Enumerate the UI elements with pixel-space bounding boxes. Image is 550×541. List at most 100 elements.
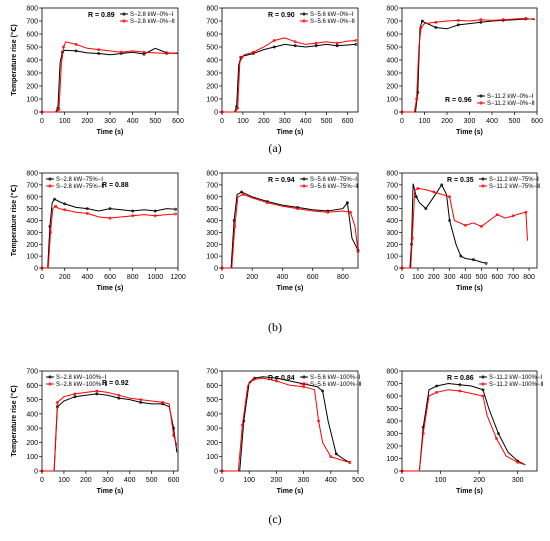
x-tick-label: 200 — [246, 274, 258, 281]
x-tick-label: 0 — [40, 118, 44, 125]
x-tick-label: 600 — [168, 477, 180, 484]
series-point-1 — [479, 20, 483, 24]
x-tick-label: 100 — [435, 477, 447, 484]
y-tick-label: 500 — [206, 45, 218, 52]
series-point-2 — [236, 106, 240, 110]
legend: S−2.8 kW−100%−ⅠS−2.8 kW−100%−Ⅱ — [46, 375, 108, 388]
y-tick-label: 400 — [26, 218, 38, 225]
plot-frame — [401, 7, 538, 113]
series-point-2 — [501, 18, 505, 22]
legend-marker — [302, 12, 306, 16]
series-point-2 — [434, 20, 438, 24]
x-tick-label: 200 — [59, 274, 71, 281]
y-tick-label: 500 — [386, 406, 398, 413]
legend-marker — [302, 382, 306, 386]
y-tick-label: 600 — [386, 194, 398, 201]
x-tick-label: 400 — [300, 118, 312, 125]
y-tick-label: 400 — [26, 58, 38, 65]
series-point-2 — [326, 210, 330, 214]
y-tick-label: 500 — [26, 397, 38, 404]
x-tick-label: 300 — [464, 118, 476, 125]
plot-frame — [401, 172, 538, 269]
correlation-label: R = 0.88 — [102, 182, 129, 189]
x-axis-label: Time (s) — [456, 129, 483, 136]
series-line-1 — [42, 47, 179, 113]
x-axis-label: Time (s) — [277, 285, 304, 292]
y-tick-label: 200 — [206, 440, 218, 447]
series-line-2 — [402, 389, 526, 472]
series-line-1 — [222, 43, 356, 113]
series-point-2 — [416, 186, 420, 190]
plot-frame — [41, 7, 179, 113]
x-tick-label: 1200 — [170, 274, 186, 281]
series-line-1 — [42, 393, 178, 472]
y-tick-label: 700 — [386, 19, 398, 26]
series-point-2 — [274, 379, 278, 383]
legend: S−2.8 kW−75%−ⅠS−2.8 kW−75%−Ⅱ — [46, 177, 104, 190]
y-tick-label: 200 — [386, 444, 398, 451]
series-point-2 — [511, 214, 515, 218]
series-point-1 — [420, 19, 424, 23]
chart-panel-2: 0 100 200 300 400 500 600 0 100 200 300 400 500 600 70… — [206, 6, 359, 136]
x-tick-label: 200 — [80, 477, 92, 484]
x-tick-label: 0 — [220, 477, 224, 484]
series-point-1 — [424, 207, 428, 211]
series-point-2 — [524, 16, 528, 20]
legend-marker — [302, 19, 306, 23]
x-tick-label: 800 — [337, 274, 349, 281]
series-point-1 — [435, 384, 439, 388]
x-tick-label: 800 — [523, 274, 535, 281]
x-tick-label: 800 — [127, 274, 139, 281]
series-point-2 — [348, 460, 352, 464]
series-point-2 — [119, 50, 123, 54]
series-point-2 — [62, 45, 65, 49]
correlation-label: R = 0.90 — [268, 12, 295, 19]
series-point-2 — [335, 41, 339, 45]
x-tick-label: 100 — [58, 477, 70, 484]
x-tick-label: 200 — [473, 477, 485, 484]
series-point-1 — [74, 49, 78, 53]
x-tick-label: 300 — [104, 118, 116, 125]
y-tick-label: 700 — [386, 182, 398, 189]
legend-marker — [479, 94, 483, 98]
x-tick-label: 400 — [486, 118, 498, 125]
y-tick-label: 200 — [386, 84, 398, 91]
series-point-1 — [95, 392, 99, 396]
series-point-1 — [97, 52, 101, 55]
x-tick-label: 200 — [428, 274, 440, 281]
legend-entry: S−11.2 kW−100%−Ⅰ — [489, 375, 542, 381]
y-tick-label: 800 — [386, 6, 398, 13]
plot-frame — [221, 172, 359, 269]
series-point-2 — [161, 400, 165, 404]
legend-entry: S−11.2 kW−0%−Ⅱ — [487, 101, 535, 107]
x-tick-label: 400 — [277, 274, 289, 281]
y-tick-label: 100 — [386, 456, 398, 463]
series-line-1 — [42, 198, 176, 269]
series-point-2 — [165, 52, 169, 55]
y-tick-label: 700 — [26, 182, 38, 189]
legend-marker — [481, 382, 485, 386]
y-tick-label: 100 — [386, 97, 398, 104]
y-tick-label: 600 — [206, 383, 218, 390]
x-axis-label: Time (s) — [97, 488, 124, 495]
series-point-1 — [63, 202, 67, 206]
y-tick-label: 800 — [206, 171, 218, 178]
plot-frame — [221, 7, 359, 113]
legend-marker — [48, 375, 52, 379]
series-point-2 — [40, 469, 44, 473]
series-point-2 — [74, 43, 78, 46]
series-point-1 — [314, 44, 318, 48]
y-axis-label: Temperature rise (℃) — [10, 24, 18, 95]
series-point-2 — [139, 398, 143, 402]
correlation-label: R = 0.89 — [88, 12, 115, 19]
x-tick-label: 200 — [441, 118, 453, 125]
y-tick-label: 800 — [206, 6, 218, 13]
y-tick-label: 800 — [26, 6, 38, 13]
legend-entry: S−11.2 kW−0%−Ⅰ — [487, 94, 534, 100]
x-tick-label: 400 — [81, 274, 93, 281]
x-tick-label: 100 — [419, 118, 431, 125]
series-point-2 — [348, 210, 352, 214]
legend: S−5.6 kW−100%−ⅠS−5.6 kW−100%−Ⅱ — [300, 375, 362, 388]
y-tick-label: 0 — [34, 110, 38, 117]
series-point-1 — [496, 432, 500, 435]
